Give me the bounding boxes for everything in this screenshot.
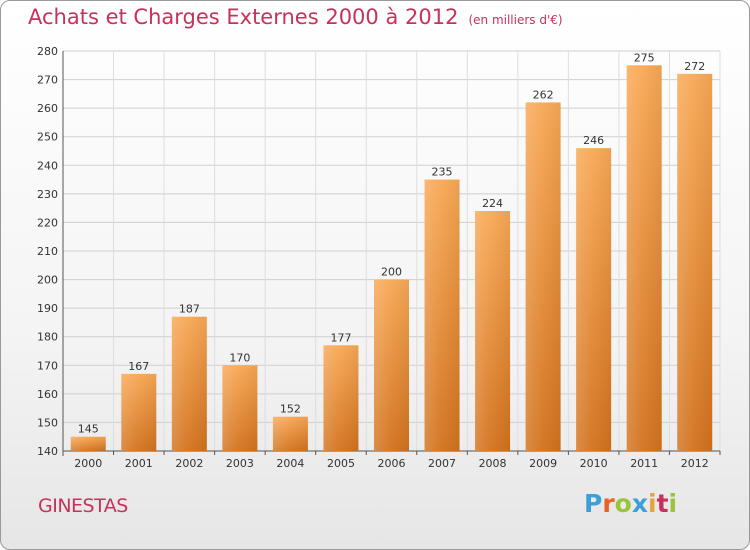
x-tick-label: 2003 — [226, 457, 254, 470]
y-tick-label: 170 — [37, 359, 58, 372]
y-tick-label: 160 — [37, 388, 58, 401]
data-label: 275 — [634, 51, 655, 64]
bar-shine-2011 — [626, 65, 662, 452]
x-tick-label: 2005 — [327, 457, 355, 470]
x-tick-label: 2009 — [529, 457, 557, 470]
labels: 140 150 160 170 180 190 200 210 220 230 240 250 260 2… — [37, 45, 709, 470]
x-tick-label: 2006 — [378, 457, 406, 470]
bar-shine-2010 — [576, 148, 612, 451]
x-tick-label: 2004 — [276, 457, 304, 470]
city-name: GINESTAS — [38, 495, 128, 517]
bar-shine-2006 — [374, 279, 409, 451]
bar-shine-2005 — [323, 345, 359, 451]
y-tick-label: 270 — [37, 74, 58, 87]
data-label: 262 — [533, 88, 554, 101]
bar-shine-2007 — [424, 179, 460, 452]
data-label: 187 — [179, 303, 200, 316]
y-tick-label: 250 — [37, 131, 58, 144]
y-tick-label: 240 — [37, 159, 58, 172]
x-tick-label: 2001 — [125, 457, 153, 470]
proxiti-logo: Proxiti — [584, 489, 678, 518]
y-tick-label: 260 — [37, 102, 58, 115]
bar-shine-2012 — [677, 73, 713, 451]
x-tick-label: 2012 — [681, 457, 709, 470]
data-label: 246 — [583, 134, 604, 147]
data-label: 170 — [229, 351, 250, 364]
y-tick-label: 210 — [37, 245, 58, 258]
y-tick-label: 280 — [37, 45, 58, 58]
bar-shine-2002 — [171, 316, 207, 451]
y-tick-label: 140 — [37, 445, 58, 458]
x-tick-label: 2000 — [74, 457, 102, 470]
y-tick-label: 230 — [37, 188, 58, 201]
y-tick-label: 180 — [37, 331, 58, 344]
y-tick-label: 200 — [37, 274, 58, 287]
x-tick-label: 2010 — [580, 457, 608, 470]
bar-shine-2003 — [222, 365, 258, 451]
data-label: 152 — [280, 403, 301, 416]
bar-shine-2009 — [525, 102, 561, 451]
y-tick-label: 190 — [37, 302, 58, 315]
y-tick-label: 150 — [37, 416, 58, 429]
x-tick-label: 2002 — [175, 457, 203, 470]
data-label: 145 — [78, 423, 99, 436]
bar-shine-2000 — [70, 436, 106, 451]
chart-title: Achats et Charges Externes 2000 à 2012 (e… — [28, 5, 563, 29]
y-tick-label: 220 — [37, 216, 58, 229]
bars — [70, 65, 713, 452]
data-label: 177 — [330, 331, 351, 344]
data-label: 224 — [482, 197, 503, 210]
data-label: 272 — [684, 60, 705, 73]
chart-unit: (en milliers d'€) — [468, 13, 563, 27]
chart-title-text: Achats et Charges Externes 2000 à 2012 — [28, 5, 459, 29]
x-tick-label: 2007 — [428, 457, 456, 470]
bar-shine-2001 — [121, 373, 157, 451]
bar-shine-2004 — [272, 416, 308, 451]
data-label: 167 — [128, 360, 149, 373]
x-tick-label: 2011 — [630, 457, 658, 470]
data-label: 235 — [432, 166, 453, 179]
data-label: 200 — [381, 266, 402, 279]
bar-shine-2008 — [475, 211, 511, 451]
x-tick-label: 2008 — [479, 457, 507, 470]
